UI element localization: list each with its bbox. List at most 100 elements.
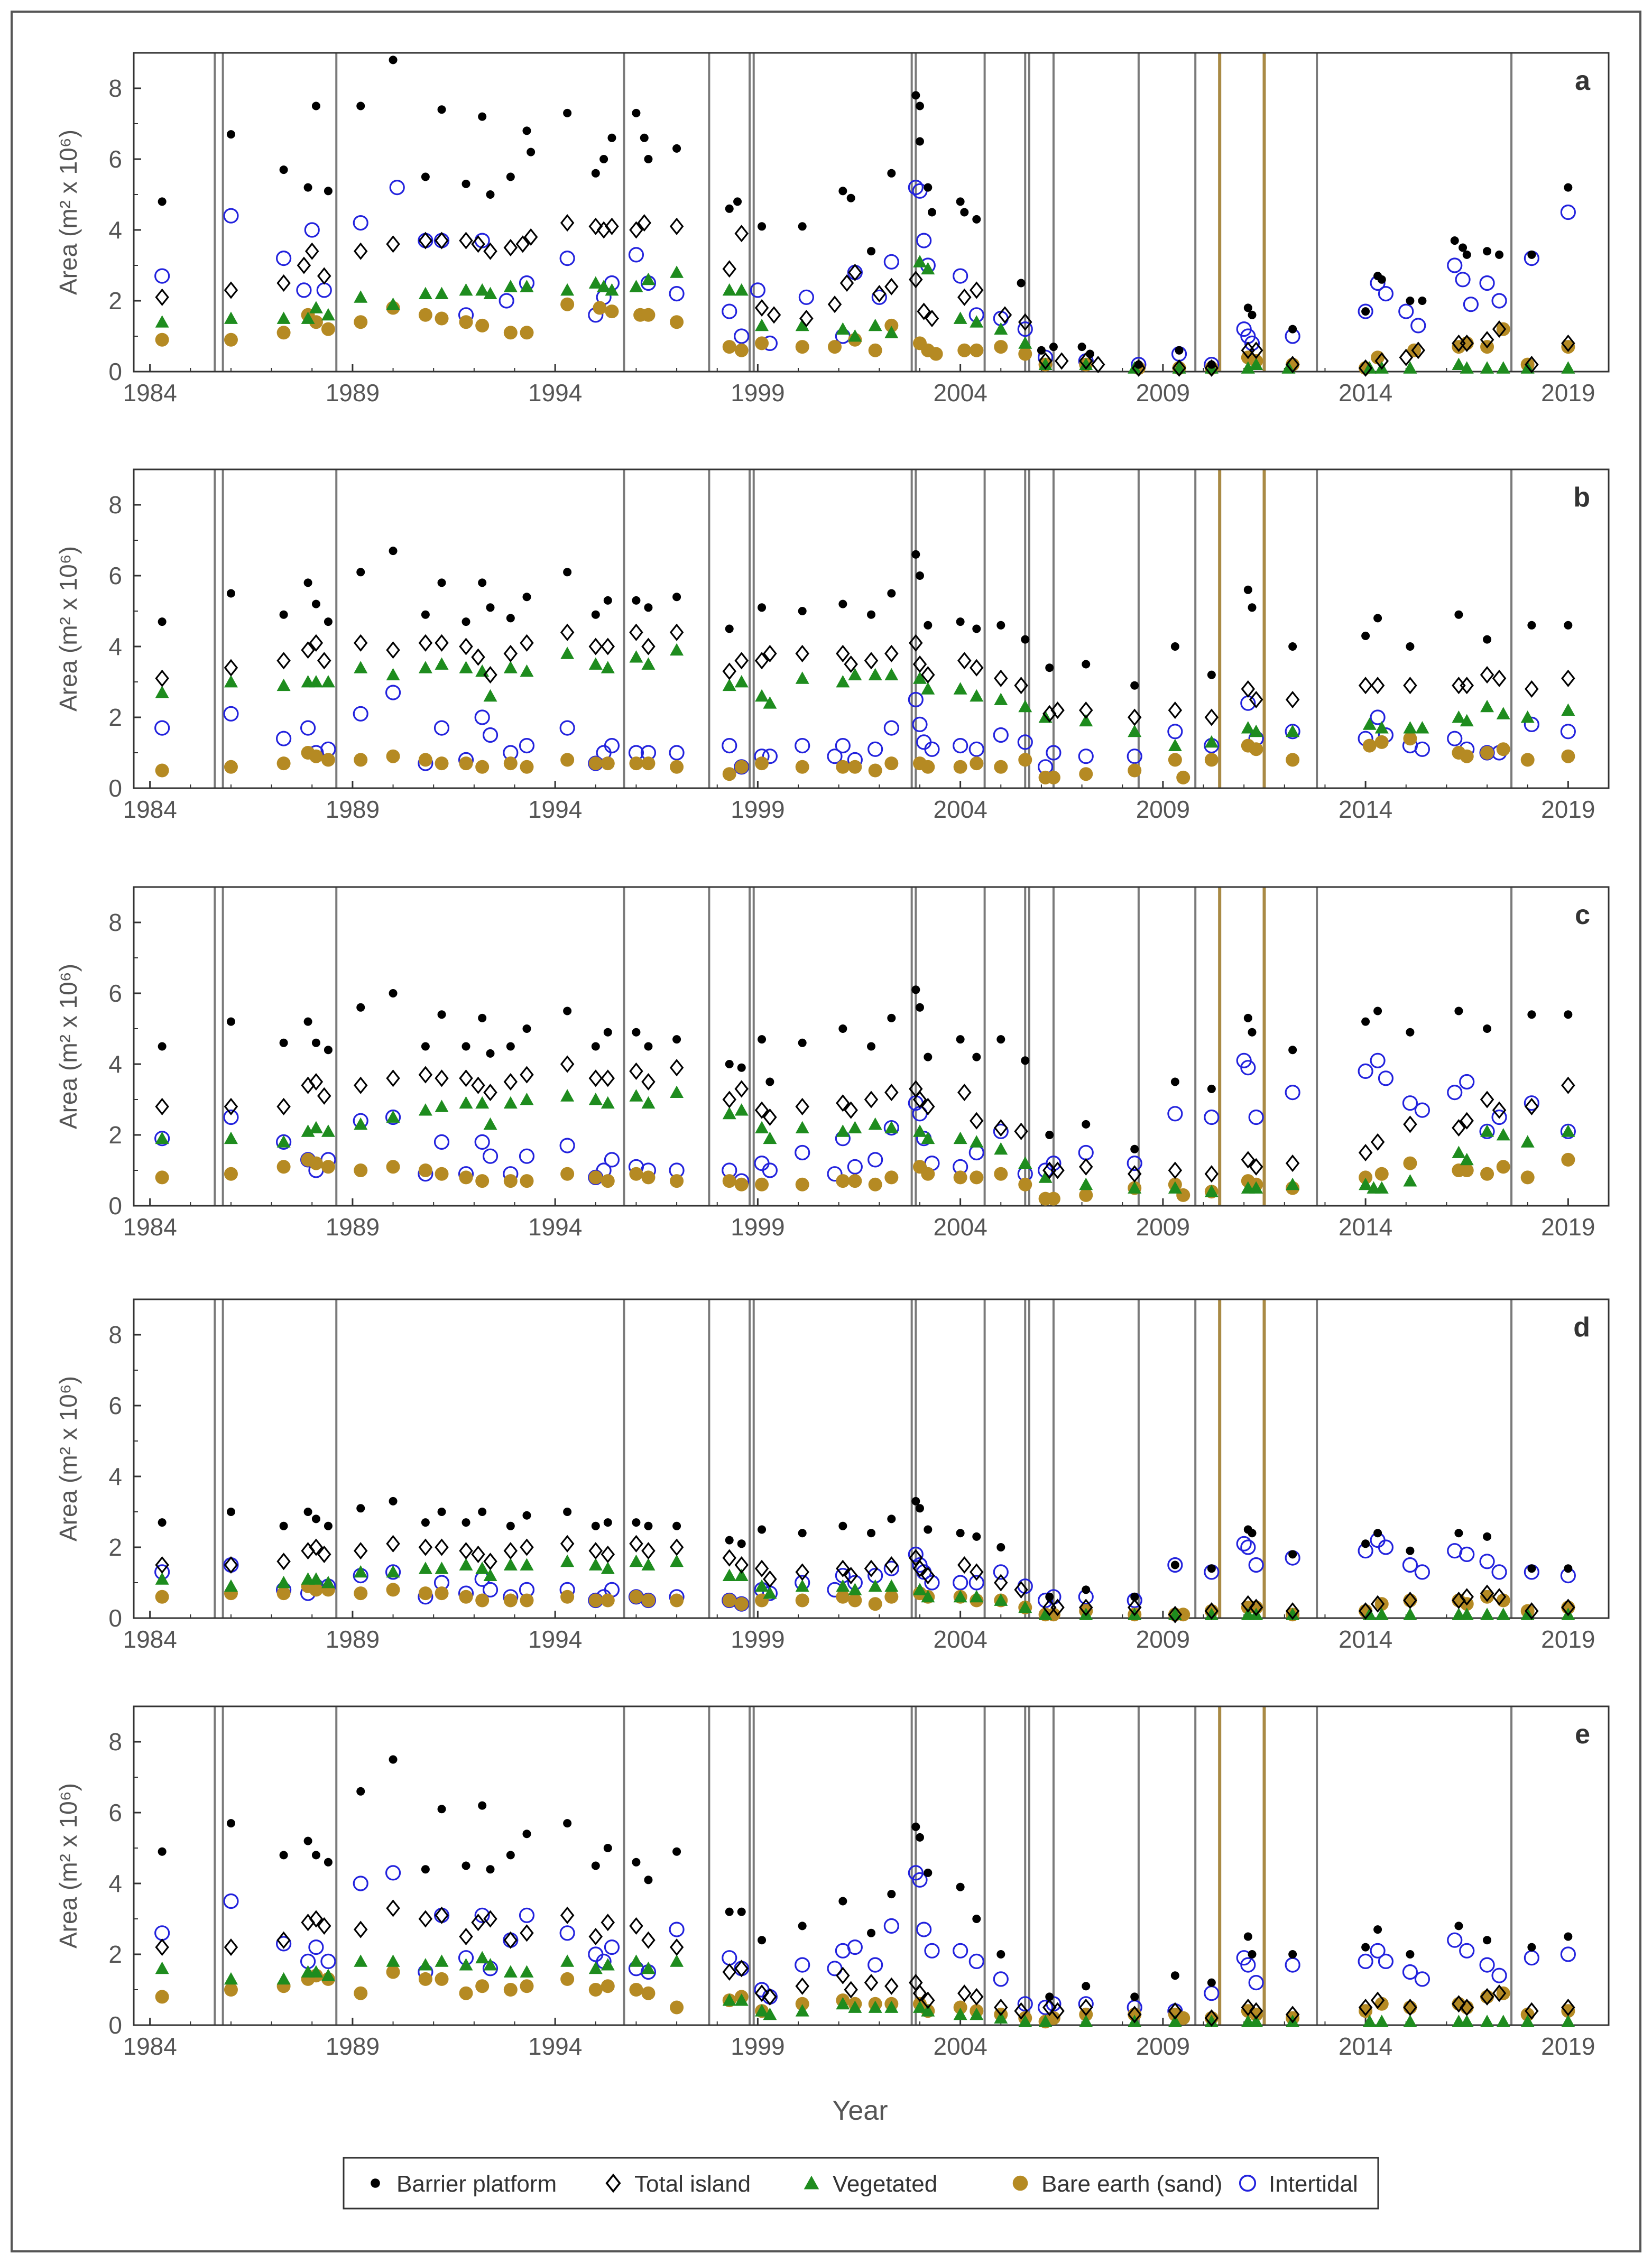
x-tick-label: 1984 — [123, 796, 177, 823]
total-point — [1480, 1091, 1494, 1109]
barrier-point — [1361, 1017, 1370, 1026]
barrier-point — [462, 1861, 470, 1870]
legend-entry-intertidal: Intertidal — [1239, 2171, 1358, 2197]
vegetated-point — [1403, 721, 1417, 734]
vegetated-point — [763, 1586, 777, 1599]
intertidal-point — [499, 293, 514, 309]
vegetated-point — [459, 661, 473, 673]
vegetated-point — [321, 1124, 335, 1137]
total-point — [386, 235, 400, 253]
vegetated-point — [520, 1965, 534, 1978]
vegetated-point — [605, 283, 619, 296]
bare-point — [435, 311, 449, 326]
bare-point — [1204, 753, 1219, 767]
intertidal-point — [1560, 724, 1576, 740]
total-point — [317, 1545, 331, 1563]
bare-point — [970, 756, 984, 771]
intertidal-point — [1017, 734, 1033, 750]
barrier-point — [303, 1508, 312, 1516]
bare-point — [321, 753, 335, 767]
total-point — [884, 1977, 899, 1995]
legend-marker-vegetated — [804, 2175, 819, 2190]
barrier-point — [1243, 585, 1252, 594]
total-point — [1460, 1998, 1474, 2017]
bare-point — [1520, 753, 1535, 767]
total-point — [276, 652, 291, 670]
total-point — [1285, 1602, 1300, 1620]
barrier-point — [915, 1833, 924, 1842]
barrier-point — [478, 1801, 487, 1810]
bare-point — [1249, 2007, 1263, 2021]
intertidal-point — [883, 1918, 899, 1934]
bare-point — [1403, 732, 1417, 746]
vegetated-point — [912, 1583, 927, 1595]
bare-point — [601, 1593, 615, 1608]
total-point — [155, 1097, 169, 1115]
bare-point — [1046, 770, 1060, 784]
panel-label: e — [1575, 1719, 1590, 1750]
total-point — [884, 644, 899, 662]
legend-entry-vegetated: Vegetated — [804, 2171, 937, 2197]
bare-point — [459, 756, 473, 771]
total-point — [1480, 1988, 1494, 2006]
x-tick-label: 2004 — [933, 1213, 987, 1241]
x-tick-label: 1994 — [528, 796, 582, 823]
vegetated-point — [276, 1135, 291, 1148]
vegetated-point — [276, 311, 291, 324]
series-vegetated — [155, 1554, 1575, 1620]
barrier-point — [522, 1511, 531, 1520]
barrier-point — [1082, 1585, 1091, 1594]
vegetated-point — [503, 661, 518, 673]
y-tick-label: 4 — [108, 216, 122, 244]
panel-a: 0 2 4 6 8 1984 1989 1994 1999 2004 2009 2014 2019 Are… — [54, 52, 1610, 407]
plot-frame — [133, 52, 1610, 373]
barrier-point — [725, 624, 734, 633]
vegetated-point — [1241, 361, 1255, 374]
total-point — [998, 306, 1012, 324]
barrier-point — [603, 1518, 612, 1527]
total-point — [1561, 1998, 1575, 2017]
vegetated-point — [848, 329, 862, 342]
barrier-point — [924, 183, 933, 192]
vegetated-point — [1249, 1181, 1263, 1194]
bare-point — [309, 1156, 323, 1170]
barrier-point — [462, 1518, 470, 1527]
total-point — [1480, 666, 1494, 684]
barrier-point — [915, 1003, 924, 1012]
barrier-point — [644, 1042, 653, 1051]
barrier-point — [437, 578, 446, 587]
x-tick-label: 1984 — [123, 379, 177, 407]
vegetated-point — [483, 689, 497, 702]
vegetated-point — [1403, 2015, 1417, 2027]
barrier-point — [1377, 275, 1386, 284]
x-tick-label: 2009 — [1136, 1625, 1190, 1653]
barrier-point — [672, 144, 681, 153]
plot-frame — [133, 1298, 1610, 1619]
total-point — [588, 638, 603, 655]
vegetated-point — [763, 1131, 777, 1144]
total-point — [471, 648, 485, 666]
barrier-point — [1406, 1546, 1415, 1555]
y-axis-title: Area (m² x 10⁶) — [54, 964, 82, 1129]
bare-point — [629, 1167, 643, 1181]
intertidal-point — [1167, 1557, 1183, 1573]
total-point — [1492, 1984, 1507, 2002]
barrier-point — [956, 617, 965, 626]
total-point — [722, 662, 736, 680]
series-total — [155, 1055, 1575, 1183]
total-point — [1358, 1998, 1373, 2017]
total-point — [418, 1538, 433, 1556]
total-point — [957, 288, 972, 306]
barrier-point — [506, 1042, 515, 1051]
intertidal-point — [389, 180, 405, 196]
vegetated-point — [1038, 2015, 1053, 2027]
bare-point — [1496, 1986, 1510, 2000]
total-point — [601, 1914, 615, 1932]
intertidal-point — [604, 737, 620, 754]
vegetated-point — [912, 671, 927, 684]
bare-point — [1079, 1188, 1093, 1202]
barrier-point — [911, 1497, 920, 1505]
bare-point — [722, 1174, 736, 1188]
total-point — [872, 285, 887, 303]
bare-point — [1496, 322, 1510, 336]
